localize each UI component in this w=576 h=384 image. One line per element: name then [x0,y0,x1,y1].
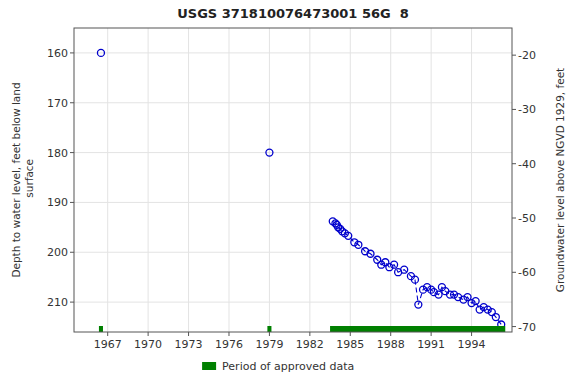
y-axis-label: Depth to water level, feet below land su… [10,82,35,277]
grid [74,28,512,332]
grid-line-x [107,28,108,332]
x-tick-label: 1988 [377,338,405,351]
data-point [411,276,418,283]
data-point [415,301,422,308]
y-tick [70,102,74,103]
x-tick [188,332,189,336]
x-tick [431,332,432,336]
grid-line-x [148,28,149,332]
y-tick [70,202,74,203]
y2-tick-label: -60 [518,266,536,279]
y-tick-label: 160 [47,47,68,60]
x-tick-label: 1970 [134,338,162,351]
data-point [97,49,104,56]
frame [74,28,512,332]
data-point [367,250,374,257]
grid-line-y [74,152,512,153]
y2-tick [512,163,516,164]
x-tick-label: 1976 [215,338,243,351]
y2-tick-label: -70 [518,321,536,334]
x-tick [148,332,149,336]
y2-tick [512,109,516,110]
y-axis-label-line: Depth to water level, feet below land [10,82,22,277]
y-tick [70,252,74,253]
grid-line-y [74,252,512,253]
data-point [492,314,499,321]
x-tick [471,332,472,336]
x-tick-label: 1979 [255,338,283,351]
grid-line-x [471,28,472,332]
grid-line-y [74,202,512,203]
x-tick-label: 1991 [417,338,445,351]
y-tick-label: 210 [47,296,68,309]
y2-tick-label: -20 [518,49,536,62]
approved-periods [99,326,505,332]
plot-area [74,28,512,332]
grid-line-x [188,28,189,332]
x-tick [228,332,229,336]
x-tick-label: 1985 [336,338,364,351]
data-point [435,291,442,298]
data-point [266,149,273,156]
x-tick [269,332,270,336]
grid-line-y [74,52,512,53]
x-tick [350,332,351,336]
title: USGS 371810076473001 56G 8 [177,6,409,21]
y-axis: 160 170 180 190 200 210 [47,47,74,309]
y2-tick-label: -30 [518,103,536,116]
data-point [355,241,362,248]
data-line [333,221,501,324]
period-bar [330,326,505,332]
marks [97,49,505,332]
points [97,49,504,328]
legend-swatch [202,362,216,370]
y-tick [70,152,74,153]
grid-line-x [309,28,310,332]
x-tick [390,332,391,336]
y2-tick [512,326,516,327]
y-tick-label: 170 [47,97,68,110]
chart: 1967 1970 1973 1976 1979 1982 1985 1988 1991 1994… [0,0,576,384]
grid-line-x [269,28,270,332]
x-tick-label: 1994 [458,338,486,351]
grid-line-x [390,28,391,332]
data-point [472,298,479,305]
grid-line-x [350,28,351,332]
y-tick [70,52,74,53]
legend-label: Period of approved data [222,360,354,373]
y2-tick [512,272,516,273]
grid-line-y [74,102,512,103]
y-tick-label: 200 [47,246,68,259]
x-tick [309,332,310,336]
grid-line-y [74,302,512,303]
data-point [391,261,398,268]
data-point [442,288,449,295]
y2-tick [512,55,516,56]
y2-axis: -20 -30 -40 -50 -60 -70 [512,49,536,333]
data-point [401,266,408,273]
y2-tick-label: -50 [518,212,536,225]
x-tick-label: 1967 [94,338,122,351]
x-tick [107,332,108,336]
y2-tick-label: -40 [518,158,536,171]
y-tick [70,302,74,303]
y-tick-label: 180 [47,147,68,160]
x-axis: 1967 1970 1973 1976 1979 1982 1985 1988 1991 1994 [94,332,486,351]
data-point [345,232,352,239]
y-tick-label: 190 [47,196,68,209]
grid-line-x [228,28,229,332]
y2-axis-label: Groundwater level above NGVD 1929, feet [554,68,566,292]
period-bar [99,326,103,332]
y2-tick [512,218,516,219]
x-tick-label: 1982 [296,338,324,351]
y-axis-label-line: surface [23,159,35,201]
legend: Period of approved data [202,360,354,373]
x-tick-label: 1973 [175,338,203,351]
period-bar [267,326,271,332]
